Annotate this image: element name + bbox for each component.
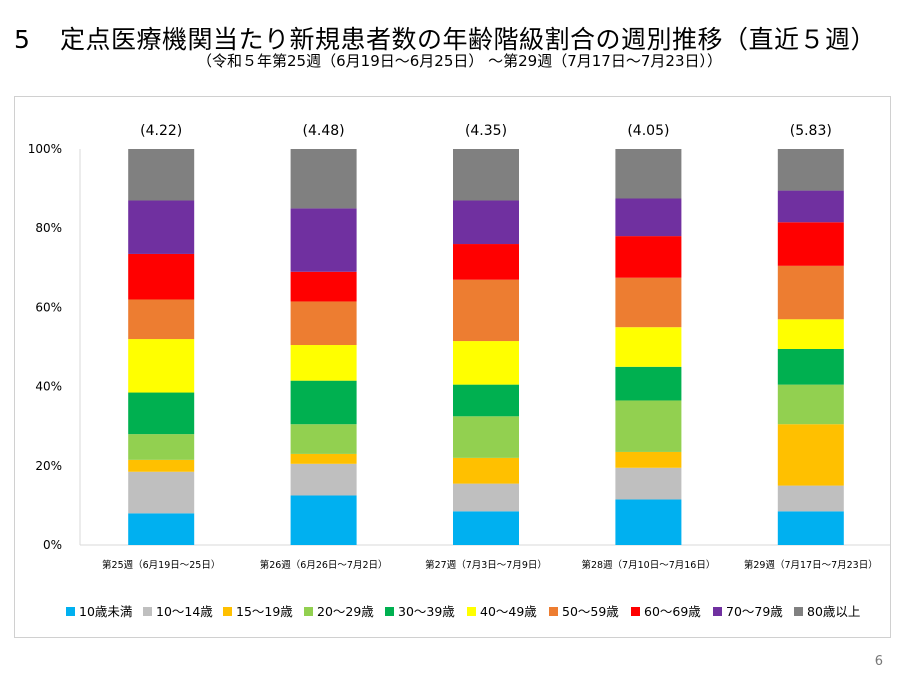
bar-segment (453, 384, 519, 417)
bar-segment (777, 190, 844, 223)
bar-segment (128, 253, 195, 300)
legend-label: 20～29歳 (317, 604, 374, 619)
bar-segment (453, 457, 519, 484)
bar-segment (290, 345, 357, 381)
bar-segment (453, 483, 519, 512)
bar-segment (777, 348, 844, 385)
x-tick-label: 第25週（6月19日～25日） (102, 559, 220, 571)
y-tick-label: 100% (28, 142, 62, 156)
legend-label: 30～39歳 (398, 604, 455, 619)
bar-segment (128, 339, 195, 393)
bar-segment (128, 149, 195, 201)
bar-segment (453, 341, 519, 385)
legend-label: 10歳未満 (79, 604, 132, 619)
bar-segment (290, 463, 357, 496)
bar-segment (777, 511, 844, 545)
legend-label: 70～79歳 (726, 604, 783, 619)
legend-swatch (66, 607, 75, 616)
bar-segment (290, 424, 357, 454)
y-tick-label: 60% (35, 300, 62, 314)
bar-segment (290, 149, 357, 209)
bar-segment (777, 384, 844, 425)
y-tick-label: 20% (35, 459, 62, 473)
bar-segment (615, 467, 682, 500)
legend-label: 80歳以上 (807, 604, 860, 619)
y-tick-label: 0% (43, 538, 62, 552)
bar-segment (290, 380, 357, 425)
legend-swatch (713, 607, 722, 616)
bar-segment (615, 451, 682, 468)
bar-segment (615, 149, 682, 199)
legend-swatch (304, 607, 313, 616)
legend-label: 50～59歳 (562, 604, 619, 619)
bar-segment (615, 327, 682, 367)
y-tick-label: 40% (35, 380, 62, 394)
bar-segment (777, 265, 844, 320)
bar-segment (777, 424, 844, 486)
legend-swatch (143, 607, 152, 616)
bar-segment (128, 434, 195, 460)
x-tick-label: 第29週（7月17日～7月23日） (744, 559, 878, 571)
legend-label: 15～19歳 (236, 604, 293, 619)
bar-top-label: (4.48) (303, 123, 345, 139)
bar-segment (777, 319, 844, 349)
bar-segment (777, 222, 844, 266)
bar-segment (453, 200, 519, 245)
legend-swatch (549, 607, 558, 616)
bar-segment (453, 279, 519, 342)
bar-segment (453, 244, 519, 280)
bar-segment (128, 299, 195, 340)
bar-segment (290, 271, 357, 302)
bar-segment (128, 459, 195, 472)
legend-label: 10～14歳 (156, 604, 213, 619)
bar-segment (615, 366, 682, 401)
bar-segment (615, 400, 682, 452)
legend-swatch (467, 607, 476, 616)
bar-segment (290, 301, 357, 346)
bar-segment (453, 416, 519, 458)
x-tick-label: 第27週（7月3日～7月9日） (425, 559, 547, 571)
chart-frame: 0% 20% 40% 60% 80% 100% (4.22) 第25週（6月19日～25日） (… (14, 96, 891, 638)
bar-segment (615, 277, 682, 328)
legend-swatch (223, 607, 232, 616)
bar-segment (615, 198, 682, 237)
x-tick-label: 第26週（6月26日～7月2日） (260, 559, 388, 571)
stacked-bar-chart: 0% 20% 40% 60% 80% 100% (4.22) 第25週（6月19日～25日） (… (28, 123, 890, 619)
bar-top-label: (4.22) (140, 123, 182, 139)
bar-segment (453, 149, 519, 201)
bar-segment (128, 392, 195, 435)
page-title: 5 定点医療機関当たり新規患者数の年齢階級割合の週別推移（直近５週） (14, 20, 876, 56)
bar-top-label: (4.35) (465, 123, 507, 139)
bar-segment (128, 513, 195, 545)
title-text: 定点医療機関当たり新規患者数の年齢階級割合の週別推移（直近５週） (60, 25, 877, 54)
legend-swatch (631, 607, 640, 616)
legend-swatch (794, 607, 803, 616)
bar-segment (453, 511, 519, 545)
bar-segment (128, 200, 195, 254)
legend-label: 40～49歳 (480, 604, 537, 619)
page-subtitle: （令和５年第25週（6月19日～6月25日） ～第29週（7月17日～7月23日… (197, 52, 722, 70)
y-tick-label: 80% (35, 221, 62, 235)
bar-segment (777, 149, 844, 191)
bar-segment (615, 236, 682, 278)
bar-segment (128, 471, 195, 514)
section-number: 5 (14, 25, 31, 54)
legend-label: 60～69歳 (644, 604, 701, 619)
bar-top-label: (5.83) (790, 123, 832, 139)
legend-swatch (385, 607, 394, 616)
page-number: 6 (874, 654, 883, 669)
bar-segment (290, 495, 357, 545)
bar-top-label: (4.05) (627, 123, 669, 139)
bar-segment (290, 453, 357, 464)
bar-segment (777, 485, 844, 512)
bar-segment (615, 499, 682, 545)
bar-segment (290, 208, 357, 272)
x-tick-label: 第28週（7月10日～7月16日） (581, 559, 715, 571)
